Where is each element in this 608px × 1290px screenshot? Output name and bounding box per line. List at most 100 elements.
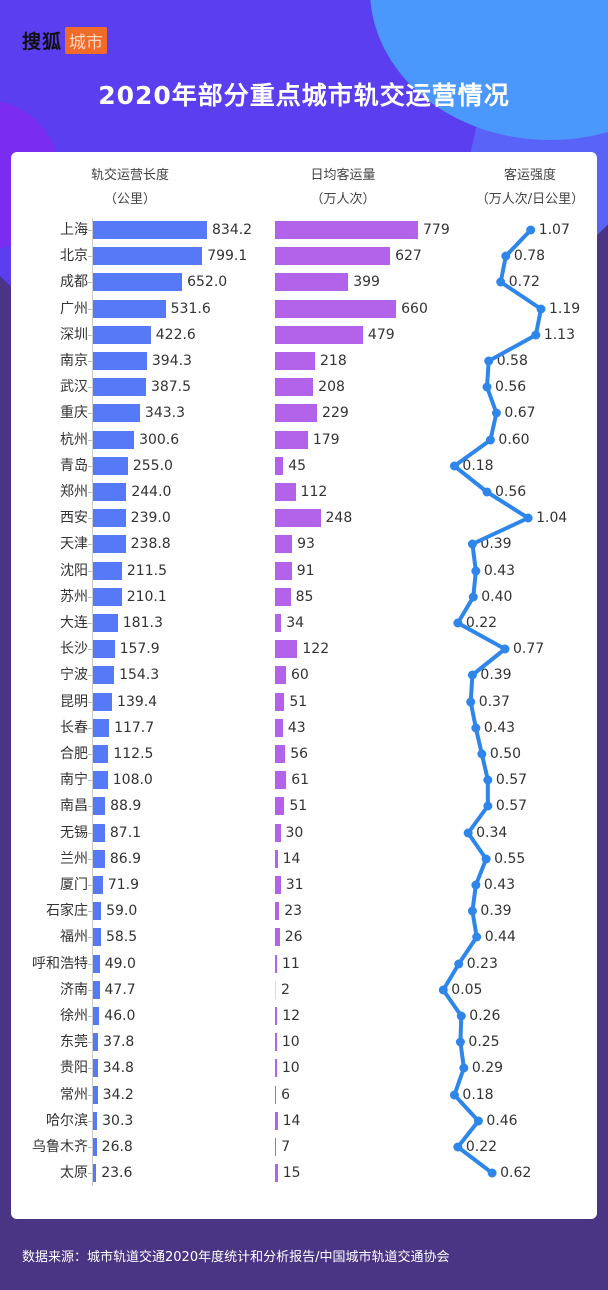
city-label: 成都 — [60, 274, 88, 290]
ridership-bar — [275, 824, 281, 842]
ridership-bar — [275, 1112, 278, 1130]
data-point-marker — [500, 644, 510, 654]
intensity-value: 0.58 — [496, 353, 528, 369]
axis-tick — [88, 466, 92, 467]
intensity-value: 0.34 — [476, 825, 508, 841]
ridership-bar — [275, 1138, 277, 1156]
city-label: 昆明 — [60, 694, 88, 710]
intensity-value: 0.72 — [508, 274, 540, 290]
length-bar — [93, 1086, 98, 1104]
page-title: 2020年部分重点城市轨交运营情况 — [98, 81, 510, 110]
data-point-marker — [481, 854, 491, 864]
data-point-marker — [485, 435, 495, 445]
data-point-marker — [501, 251, 511, 261]
table-row: 重庆 343.3 229 0.67 — [0, 403, 608, 423]
ridership-value: 218 — [320, 353, 347, 369]
intensity-value: 0.50 — [489, 746, 522, 762]
length-bar — [93, 666, 115, 684]
data-point-marker — [438, 985, 448, 995]
intensity-value: 0.39 — [480, 667, 512, 683]
length-value: 181.3 — [122, 615, 163, 631]
axis-tick — [88, 544, 92, 545]
length-value: 422.6 — [155, 327, 196, 343]
axis-tick — [88, 780, 92, 781]
data-point-marker — [491, 408, 501, 418]
ridership-value: 10 — [281, 1060, 300, 1076]
intensity-value: 0.05 — [451, 982, 483, 998]
length-bar — [93, 300, 166, 318]
axis-tick — [88, 413, 92, 414]
ridership-value: 34 — [286, 615, 305, 631]
length-bar — [93, 771, 108, 789]
city-label: 苏州 — [60, 589, 88, 605]
intensity-value: 0.55 — [494, 851, 526, 867]
ridership-bar — [275, 693, 285, 711]
table-row: 石家庄 59.0 23 0.39 — [0, 901, 608, 921]
axis-tick — [88, 859, 92, 860]
ridership-bar — [275, 640, 298, 658]
table-row: 合肥 112.5 56 0.50 — [0, 744, 608, 764]
length-bar — [93, 1059, 98, 1077]
ridership-bar — [275, 457, 284, 475]
ridership-value: 61 — [291, 772, 310, 788]
length-bar — [93, 824, 105, 842]
data-point-marker — [472, 932, 482, 942]
length-bar — [93, 1164, 97, 1182]
intensity-value: 0.77 — [512, 641, 545, 657]
table-row: 无锡 87.1 30 0.34 — [0, 823, 608, 843]
axis-tick — [88, 571, 92, 572]
table-row: 西安 239.0 248 1.04 — [0, 508, 608, 528]
axis-tick — [88, 361, 92, 362]
ridership-bar — [275, 535, 293, 553]
length-bar — [93, 588, 122, 606]
length-bar — [93, 247, 203, 265]
axis-tick — [88, 911, 92, 912]
length-bar — [93, 352, 147, 370]
data-point-marker — [467, 670, 477, 680]
ridership-bar — [275, 247, 391, 265]
city-label: 深圳 — [60, 327, 88, 343]
source-footer: 数据来源：城市轨道交通2020年度统计和分析报告/中国城市轨道交通协会 — [22, 1250, 450, 1265]
axis-tick — [88, 1068, 92, 1069]
city-label: 杭州 — [60, 432, 88, 448]
axis-tick — [88, 964, 92, 965]
ridership-value: 43 — [287, 720, 306, 736]
table-row: 昆明 139.4 51 0.37 — [0, 692, 608, 712]
ridership-value: 15 — [282, 1165, 301, 1181]
city-label: 济南 — [60, 982, 88, 998]
ridership-value: 31 — [285, 877, 304, 893]
length-value: 26.8 — [101, 1139, 133, 1155]
ridership-bar — [275, 588, 291, 606]
ridership-bar — [275, 562, 292, 580]
data-point-marker — [468, 592, 478, 602]
ridership-value: 208 — [318, 379, 345, 395]
length-value: 343.3 — [144, 405, 185, 421]
axis-tick — [88, 806, 92, 807]
city-label: 广州 — [60, 301, 88, 317]
ridership-bar — [275, 928, 280, 946]
table-row: 厦门 71.9 31 0.43 — [0, 875, 608, 895]
length-bar — [93, 483, 127, 501]
city-label: 南京 — [60, 353, 88, 369]
axis-tick — [88, 623, 92, 624]
ridership-bar — [275, 273, 349, 291]
axis-tick — [88, 597, 92, 598]
length-bar — [93, 535, 126, 553]
length-value: 87.1 — [109, 825, 142, 841]
length-value: 211.5 — [126, 563, 167, 579]
intensity-value: 1.04 — [536, 510, 568, 526]
header-title: 轨交运营长度 — [90, 168, 169, 183]
intensity-value: 0.62 — [500, 1165, 532, 1181]
length-bar — [93, 378, 146, 396]
length-bar — [93, 797, 106, 815]
intensity-value: 0.25 — [468, 1034, 500, 1050]
axis-tick — [88, 492, 92, 493]
data-point-marker — [536, 304, 546, 314]
ridership-bar — [275, 745, 286, 763]
ridership-bar — [275, 850, 278, 868]
table-row: 长春 117.7 43 0.43 — [0, 718, 608, 738]
table-row: 大连 181.3 34 0.22 — [0, 613, 608, 633]
length-value: 239.0 — [130, 510, 171, 526]
length-bar — [93, 273, 183, 291]
table-row: 南京 394.3 218 0.58 — [0, 351, 608, 371]
